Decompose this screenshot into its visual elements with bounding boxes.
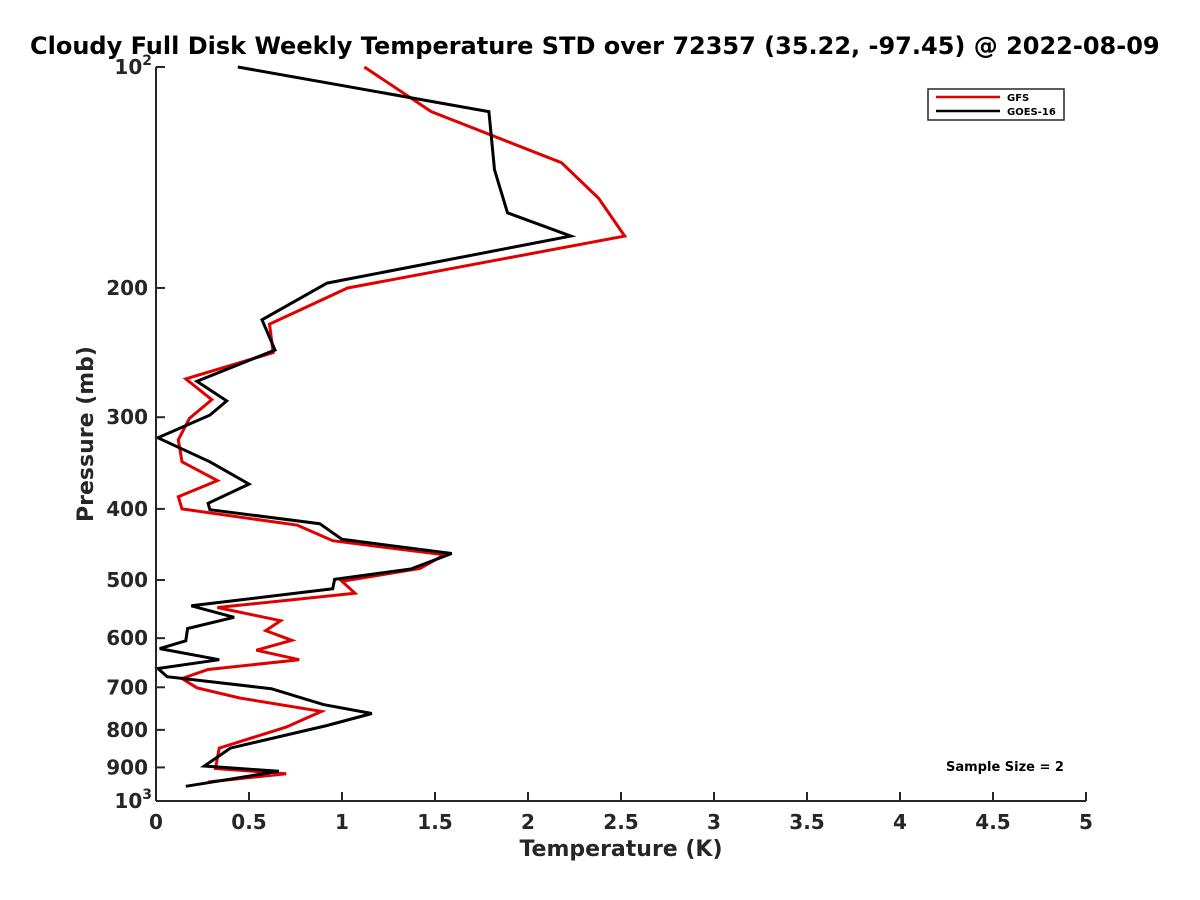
legend-box (927, 88, 1065, 121)
legend-label-goes16: GOES-16 (1007, 107, 1056, 118)
y-tick-label: 103 (114, 787, 152, 813)
chart-title: Cloudy Full Disk Weekly Temperature STD … (30, 32, 1160, 60)
x-tick-label: 5 (1079, 810, 1093, 834)
y-tick-label: 300 (106, 405, 148, 429)
series-line-gfs (176, 65, 628, 784)
x-tick-label: 0 (149, 810, 163, 834)
x-tick-label: 2.5 (603, 810, 638, 834)
y-tick-label: 102 (114, 53, 152, 79)
y-tick-label: 900 (106, 755, 148, 779)
axes-layer (155, 67, 1086, 802)
y-tick-label: 500 (106, 568, 148, 592)
x-tick-label: 1.5 (417, 810, 452, 834)
y-tick-label: 600 (106, 626, 148, 650)
x-ticks: 0 0.5 1 1.5 2 2.5 3 3.5 4 4.5 5 (149, 792, 1093, 834)
x-tick-label: 1 (335, 810, 349, 834)
legend: GFS GOES-16 (927, 88, 1065, 121)
x-tick-label: 4.5 (975, 810, 1010, 834)
y-axis-label: Pressure (mb) (74, 346, 99, 522)
legend-label-gfs: GFS (1007, 93, 1029, 104)
x-axis-label: Temperature (K) (519, 837, 722, 862)
x-tick-label: 3 (707, 810, 721, 834)
y-tick-label: 200 (106, 276, 148, 300)
y-ticks: 102 200 300 400 500 600 700 800 900 103 (106, 53, 165, 813)
series-layer (154, 65, 628, 788)
y-tick-label: 800 (106, 718, 148, 742)
y-tick-label: 700 (106, 675, 148, 699)
x-tick-label: 2 (521, 810, 535, 834)
x-tick-label: 0.5 (231, 810, 266, 834)
x-tick-label: 4 (893, 810, 907, 834)
series-line-goes16 (154, 65, 577, 788)
x-tick-label: 3.5 (789, 810, 824, 834)
sample-size-annotation: Sample Size = 2 (946, 760, 1064, 775)
y-tick-label: 400 (106, 497, 148, 521)
